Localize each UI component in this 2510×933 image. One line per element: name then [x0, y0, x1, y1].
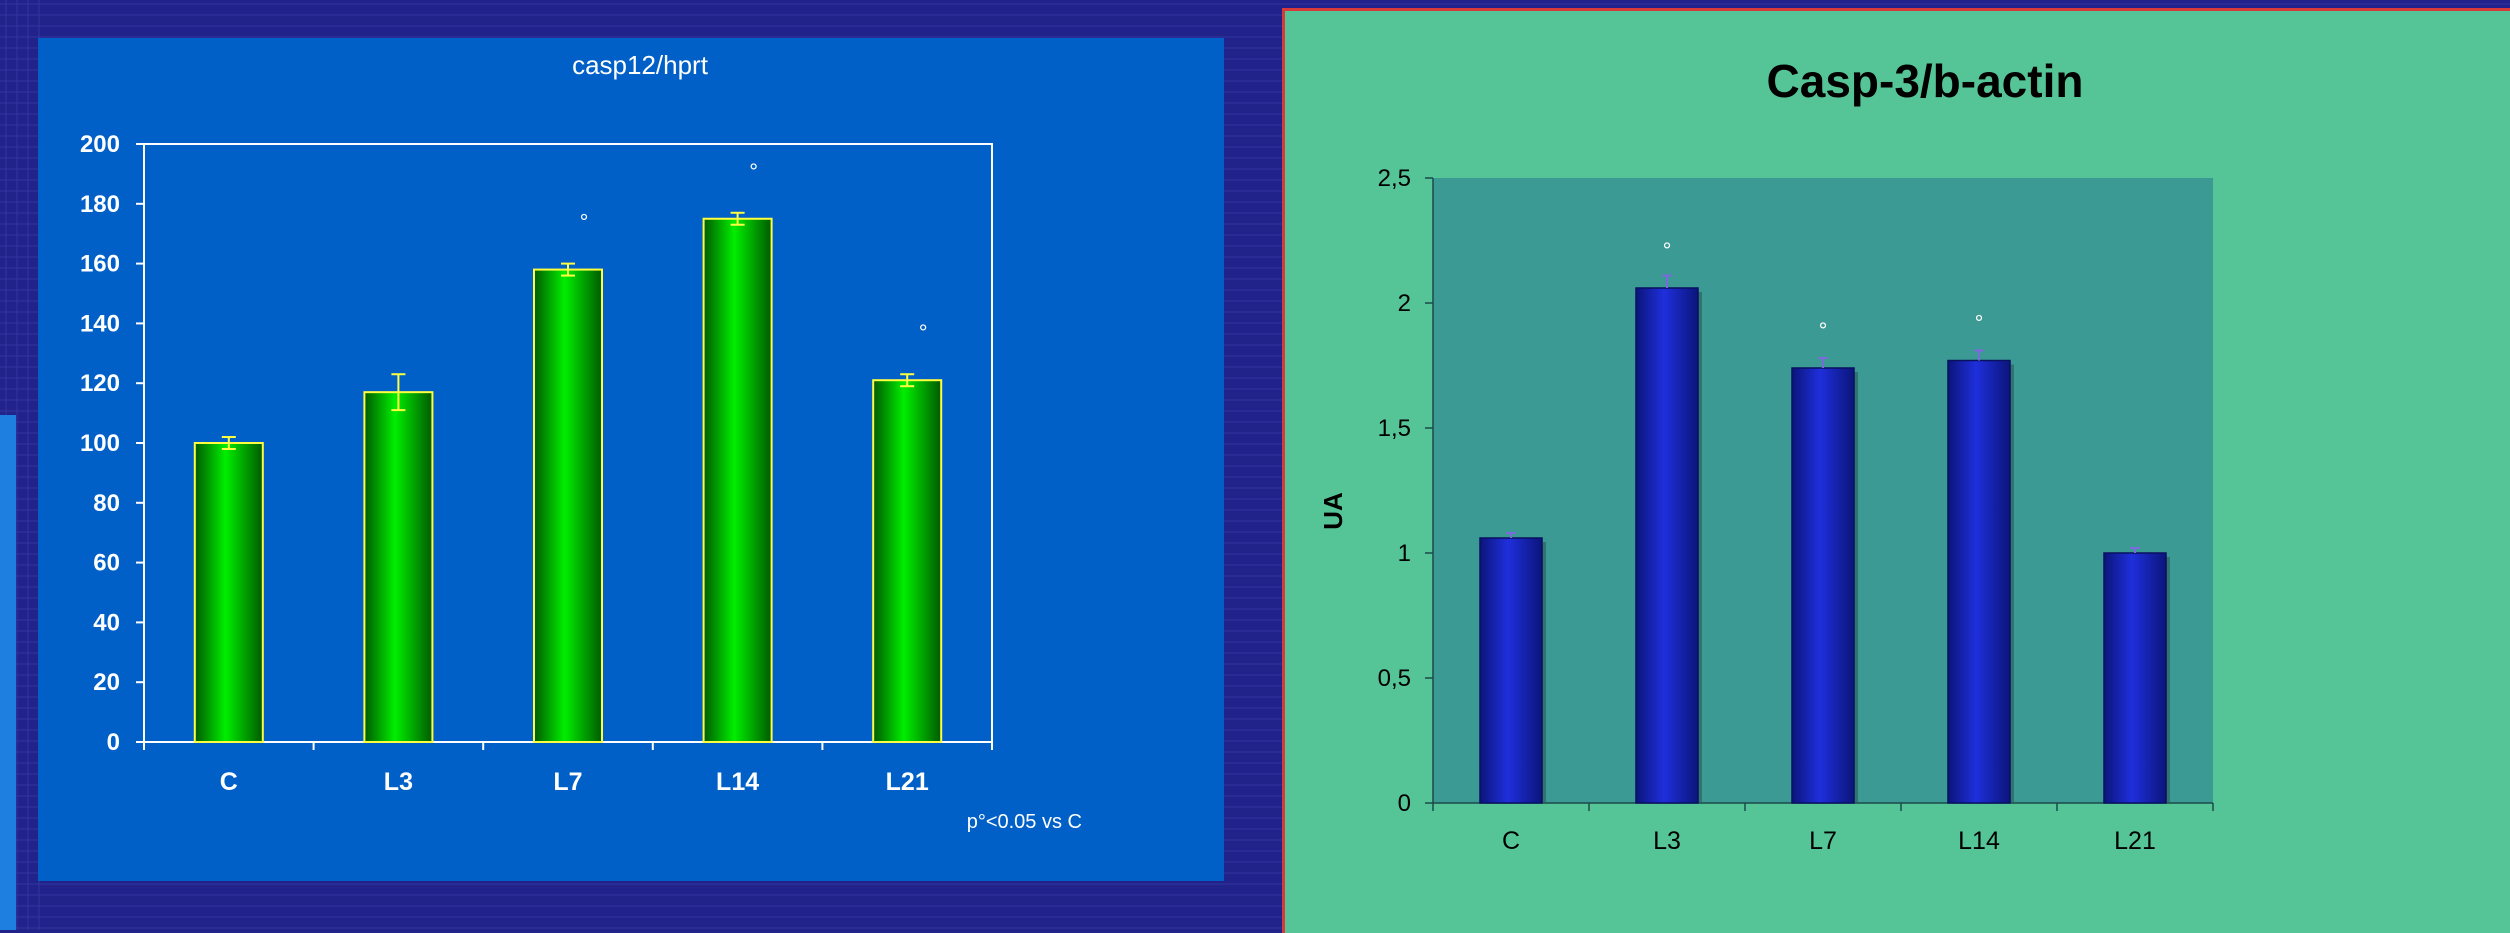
x-tick-label: L3 [384, 768, 413, 796]
x-tick-label: C [1502, 827, 1520, 855]
x-tick-label: C [220, 768, 238, 796]
bar [1635, 287, 1699, 804]
significance-marker: ° [580, 210, 589, 235]
y-axis-label: UA [1318, 492, 1348, 530]
y-tick-label: 80 [93, 490, 120, 517]
side-accent-bar [0, 415, 16, 930]
x-tick-label: L7 [1809, 827, 1837, 855]
x-tick-label: L7 [553, 768, 582, 796]
bar [1479, 537, 1543, 804]
y-tick-label: 140 [80, 310, 120, 337]
bar [533, 268, 603, 744]
significance-marker: ° [1819, 318, 1828, 343]
y-tick-label: 0 [1398, 790, 1411, 817]
x-tick-label: L21 [2114, 827, 2156, 855]
significance-marker: ° [1663, 238, 1672, 263]
y-tick-label: 0 [107, 729, 120, 756]
bar [363, 391, 434, 743]
y-tick-label: 60 [93, 550, 120, 577]
bar [2103, 552, 2167, 804]
bar [1947, 359, 2011, 804]
y-tick-label: 20 [93, 669, 120, 696]
x-tick-label: L14 [1958, 827, 2000, 855]
bar [702, 217, 773, 743]
chart-title: Casp-3/b-actin [1767, 55, 2084, 107]
y-tick-label: 1,5 [1378, 415, 1411, 442]
y-tick-label: 40 [93, 609, 120, 636]
casp12-chart: casp12/hprt p°<0.05 vs C 0 20 40 60 80 100 120… [80, 50, 1082, 833]
significance-marker: ° [1975, 311, 1984, 336]
y-tick-label: 160 [80, 251, 120, 278]
bar [1791, 367, 1855, 804]
y-tick-label: 100 [80, 430, 120, 457]
x-tick-label: L3 [1653, 827, 1681, 855]
y-tick-label: 2 [1398, 290, 1411, 317]
significance-marker: ° [919, 320, 928, 345]
chart-title: casp12/hprt [572, 50, 709, 80]
bar [872, 379, 943, 743]
casp3-chart: Casp-3/b-actin UA 0 0,5 1 1,5 2 2,5 C ° L3 ° L7 ° L1… [1318, 55, 2214, 855]
significance-note: p°<0.05 vs C [967, 811, 1082, 833]
y-tick-label: 0,5 [1378, 665, 1411, 692]
left-chart-panel: casp12/hprt p°<0.05 vs C 0 20 40 60 80 100 120… [38, 38, 1224, 881]
y-tick-label: 1 [1398, 540, 1411, 567]
significance-marker: ° [749, 159, 758, 184]
bar [193, 442, 264, 743]
y-tick-label: 2,5 [1378, 165, 1411, 192]
x-tick-label: L14 [716, 768, 759, 796]
x-tick-label: L21 [886, 768, 929, 796]
right-chart-panel: Casp-3/b-actin UA 0 0,5 1 1,5 2 2,5 C ° L3 ° L7 ° L1… [1282, 8, 2510, 933]
y-tick-label: 200 [80, 131, 120, 158]
y-tick-label: 180 [80, 191, 120, 218]
y-tick-label: 120 [80, 370, 120, 397]
